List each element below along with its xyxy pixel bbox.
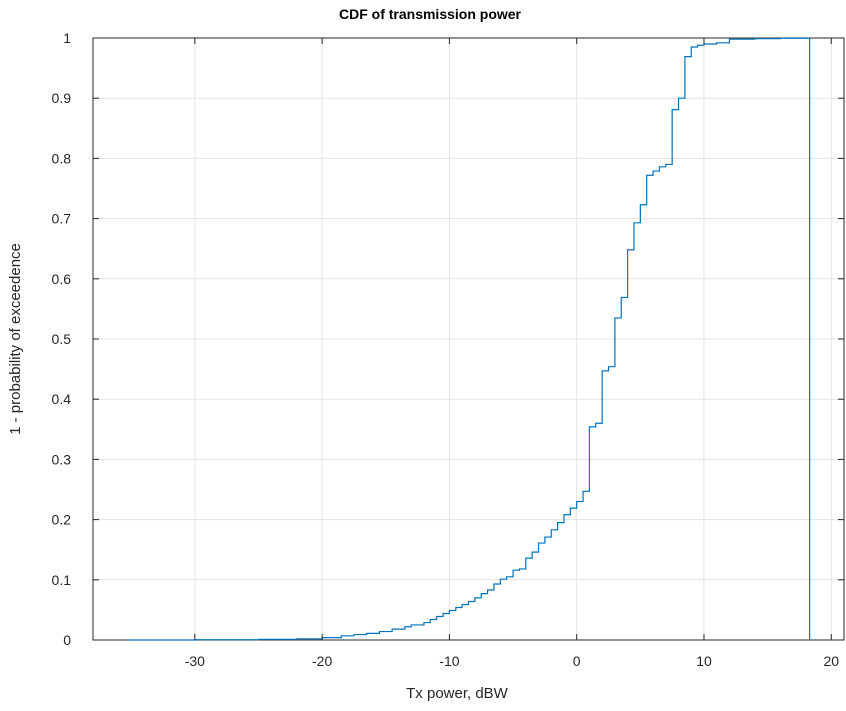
x-tick-label: 10 (696, 653, 712, 669)
y-tick-label: 0.7 (52, 211, 72, 227)
x-axis-ticks: -30 -20 -10 0 10 20 (185, 38, 839, 669)
y-tick-label: 0.9 (52, 90, 72, 106)
y-tick-label: 0.1 (52, 572, 72, 588)
series-layer (128, 37, 811, 641)
x-tick-label: 20 (823, 653, 839, 669)
x-axis-label: Tx power, dBW (406, 685, 509, 702)
grid-lines (93, 37, 844, 641)
y-axis-label: 1 - probability of exceedence (7, 243, 24, 435)
y-tick-label: 1 (63, 30, 71, 46)
y-tick-label: 0.8 (52, 150, 72, 166)
cdf-series-line (128, 37, 811, 641)
y-tick-label: 0 (63, 632, 71, 648)
x-tick-label: -30 (185, 653, 205, 669)
y-axis-ticks: 0 0.1 0.2 0.3 0.4 0.5 0.6 0.7 0.8 0.9 1 (52, 30, 844, 648)
y-tick-label: 0.6 (52, 271, 72, 287)
y-tick-label: 0.5 (52, 331, 72, 347)
x-tick-label: -20 (312, 653, 332, 669)
y-tick-label: 0.4 (52, 391, 72, 407)
y-tick-label: 0.2 (52, 512, 72, 528)
x-tick-label: -10 (439, 653, 459, 669)
chart-title: CDF of transmission power (339, 6, 522, 22)
y-tick-label: 0.3 (52, 451, 72, 467)
x-tick-label: 0 (573, 653, 581, 669)
